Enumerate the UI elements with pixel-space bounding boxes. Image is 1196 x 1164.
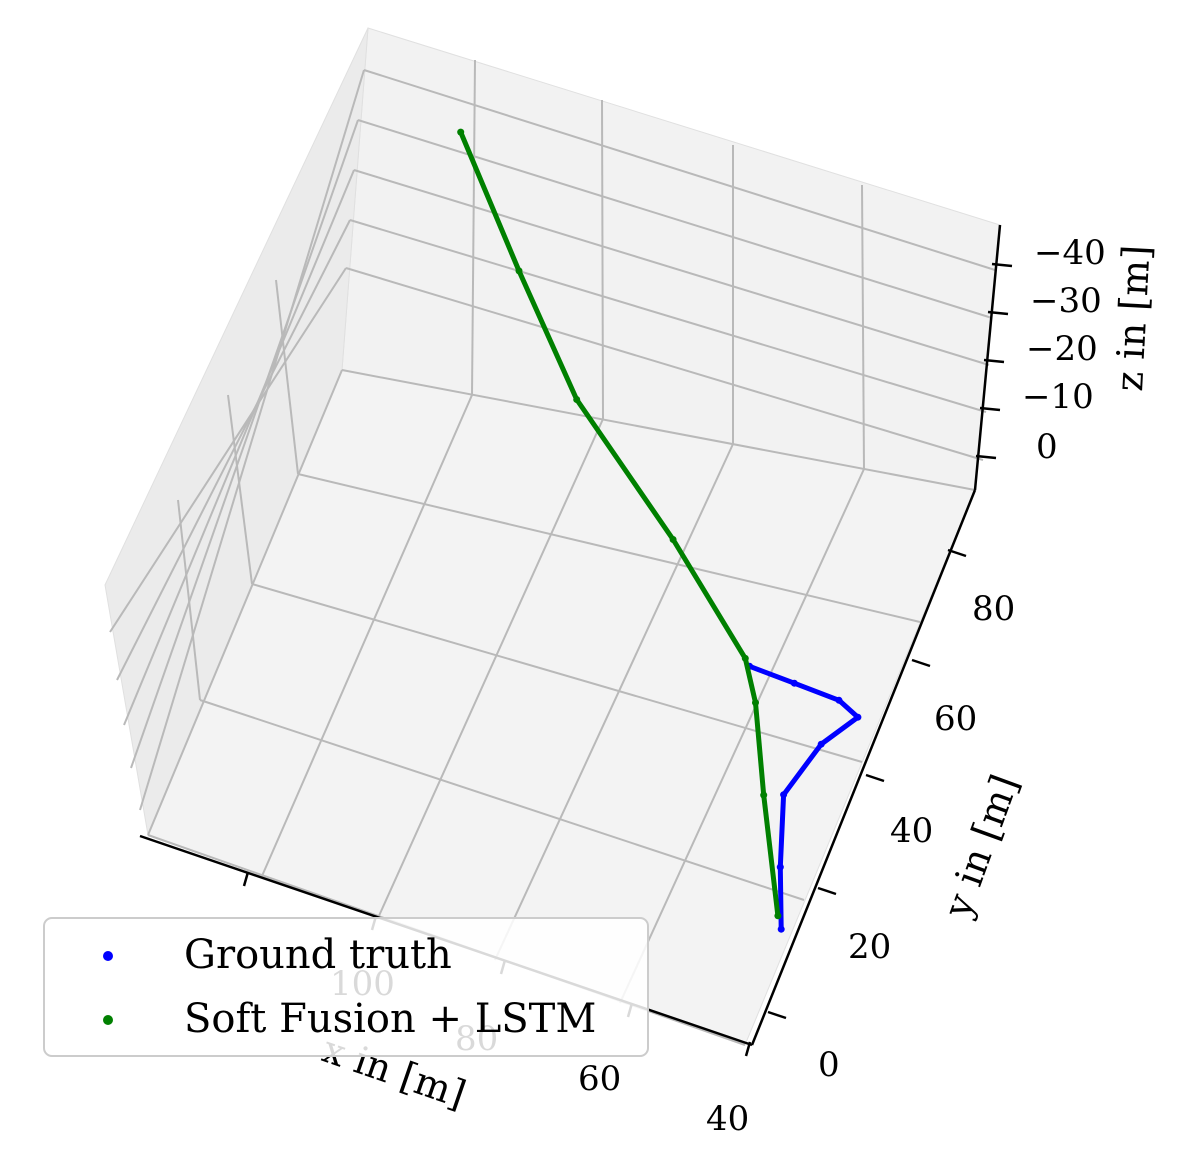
legend: Ground truth Soft Fusion + LSTM [43, 917, 649, 1057]
y-tick-label: 80 [972, 589, 1015, 629]
series-0-point-4 [817, 740, 825, 748]
x-tick-label: 40 [706, 1099, 749, 1139]
series-0-point-2 [835, 696, 843, 704]
legend-box [43, 917, 649, 1057]
series-line-1 [458, 131, 781, 917]
legend-label-soft-fusion: Soft Fusion + LSTM [184, 996, 596, 1042]
series-1-point-1 [760, 791, 768, 799]
series-1-point-7 [457, 128, 465, 136]
series-0-point-3 [854, 713, 862, 721]
y-axis-line [750, 489, 977, 1046]
series-1-point-5 [573, 396, 581, 403]
legend-label-ground-truth: Ground truth [184, 932, 452, 978]
series-0-point-6 [776, 863, 784, 871]
z-tick-label: −10 [1022, 377, 1094, 417]
series-1-point-6 [515, 267, 523, 275]
y-tick-label: 20 [848, 927, 891, 967]
y-tick-label: 60 [934, 699, 977, 739]
legend-marker-ground-truth [103, 951, 113, 961]
z-axis-line [973, 224, 1002, 491]
grid-lines [109, 59, 996, 1046]
trajectory-traces [457, 128, 862, 933]
z-axis-label: z in [m] [1107, 244, 1159, 393]
z-tick-label: 0 [1036, 427, 1058, 467]
series-line-0 [748, 663, 861, 930]
x-tick-label: 60 [578, 1059, 621, 1099]
series-0-point-5 [780, 791, 788, 799]
y-tick-label: 40 [890, 811, 933, 851]
series-1-point-2 [752, 699, 759, 707]
series-1-point-0 [774, 912, 782, 920]
legend-marker-soft-fusion [103, 1015, 113, 1025]
y-tick-label: 0 [818, 1045, 840, 1085]
series-1-point-3 [741, 654, 749, 662]
series-1-point-4 [669, 536, 677, 543]
y-tick-labels: 0 20 40 60 80 [818, 589, 1015, 1085]
z-tick-label: −20 [1026, 329, 1098, 369]
z-tick-label: −40 [1034, 233, 1106, 273]
series-0-point-7 [777, 925, 785, 933]
z-tick-labels: −40 −30 −20 −10 0 [1022, 233, 1106, 467]
series-0-point-1 [790, 679, 798, 687]
y-axis-label: y in [m] [935, 769, 1027, 924]
z-tick-label: −30 [1030, 281, 1102, 321]
